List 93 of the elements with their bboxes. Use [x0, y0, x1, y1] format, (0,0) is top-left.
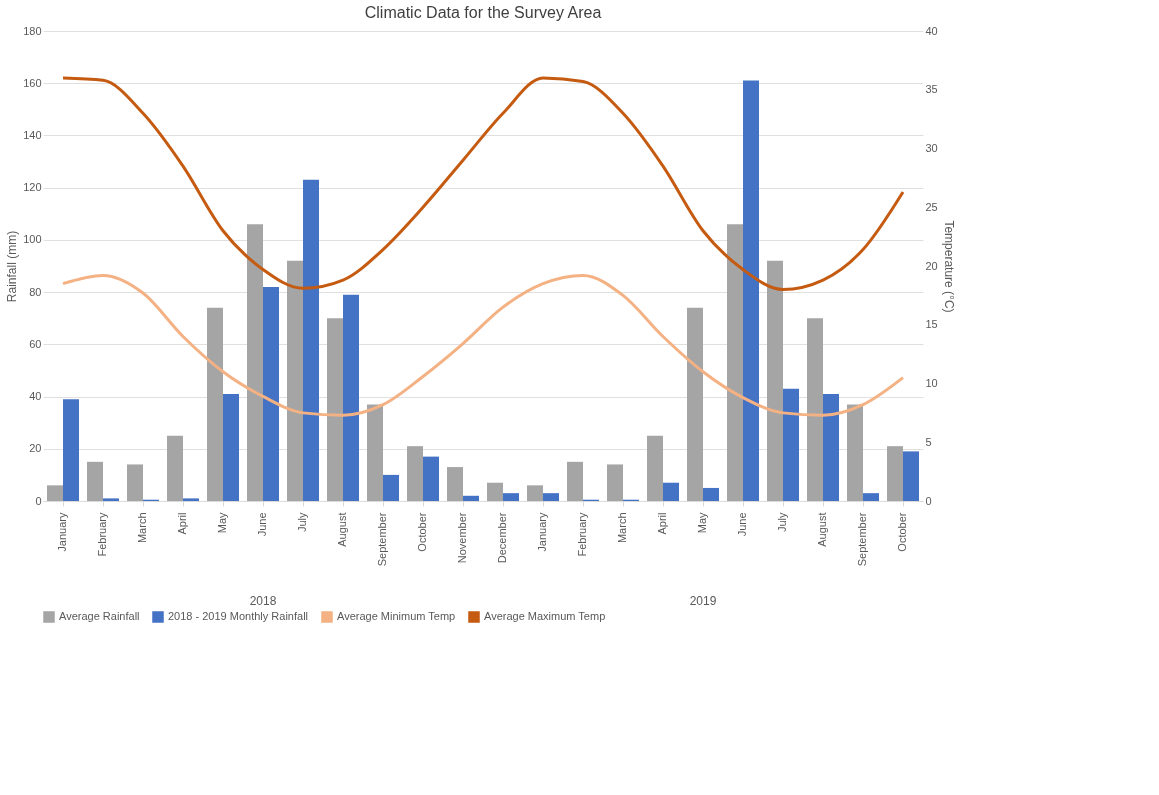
- bar: [767, 260, 783, 501]
- bar: [647, 435, 663, 501]
- y-tick-label: 140: [23, 128, 42, 141]
- x-tick-label: August: [336, 512, 348, 547]
- x-tick-label: August: [816, 512, 828, 547]
- y-tick-label: 0: [35, 494, 42, 507]
- x-tick-label: March: [136, 512, 148, 544]
- y2-tick-label: 25: [925, 200, 938, 213]
- bar: [87, 461, 103, 501]
- bar: [607, 464, 623, 501]
- x-tick-label: February: [576, 512, 588, 557]
- text: 2018: [249, 594, 277, 608]
- x-tick-label: October: [416, 512, 428, 552]
- x-tick-label: July: [776, 512, 788, 533]
- y-axis-title: Rainfall (mm): [5, 230, 20, 303]
- y2-tick-label: 0: [925, 494, 932, 507]
- x-tick-label: February: [96, 512, 108, 557]
- y-tick-label: 180: [23, 24, 42, 37]
- y2-tick-label: 15: [925, 318, 938, 331]
- y2-tick-label: 10: [925, 377, 938, 389]
- y2-tick-label: 20: [925, 259, 938, 272]
- x-tick-label: April: [656, 512, 668, 535]
- y2-tick-label: 35: [925, 83, 938, 96]
- y2-tick-label: 30: [925, 142, 938, 154]
- bar: [463, 495, 479, 501]
- bar: [903, 451, 919, 501]
- bar: [47, 485, 63, 501]
- bar: [807, 318, 823, 501]
- y-tick-label: 80: [29, 285, 42, 298]
- chart-title: Climatic Data for the Survey Area: [364, 4, 602, 21]
- bar: [247, 224, 263, 501]
- bar: [567, 461, 583, 501]
- y2-tick-label: 40: [925, 24, 938, 37]
- bar: [343, 294, 359, 501]
- bar: [823, 393, 839, 501]
- bar: [783, 388, 799, 501]
- bar: [447, 467, 463, 501]
- bar: [687, 307, 703, 501]
- x-tick-label: May: [696, 512, 708, 534]
- bar: [167, 435, 183, 501]
- x-tick-label: June: [256, 512, 268, 537]
- bar: [727, 224, 743, 501]
- bar: [863, 493, 879, 501]
- bar: [103, 498, 119, 501]
- bar: [207, 307, 223, 501]
- x-tick-label: January: [536, 512, 548, 552]
- y-tick-label: 120: [23, 181, 42, 194]
- y-tick-label: 20: [29, 442, 42, 455]
- y-tick-label: 100: [23, 233, 42, 246]
- x-tick-label: July: [296, 512, 308, 533]
- x-tick-label: October: [896, 512, 908, 552]
- x-tick-label: January: [56, 512, 68, 552]
- bar: [527, 485, 543, 501]
- bar: [327, 318, 343, 501]
- y-tick-label: 40: [29, 390, 42, 403]
- bar: [887, 446, 903, 501]
- line-series: [61, 76, 905, 291]
- bar: [287, 260, 303, 501]
- bar: [407, 446, 423, 501]
- x-tick-label: June: [736, 512, 748, 537]
- x-tick-label: November: [456, 512, 468, 564]
- bar: [703, 487, 719, 501]
- bar: [663, 482, 679, 501]
- x-tick-label: April: [176, 512, 188, 535]
- y-tick-label: 160: [23, 76, 42, 89]
- x-tick-label: September: [376, 512, 388, 567]
- bar: [743, 80, 759, 501]
- bar: [503, 493, 519, 501]
- legend-label: 2018 - 2019 Monthly Rainfall: [168, 610, 309, 622]
- bar: [127, 464, 143, 501]
- x-tick-label: December: [496, 512, 508, 564]
- bar: [487, 482, 503, 501]
- y-tick-label: 60: [29, 337, 42, 350]
- y2-axis-title: Temperature (°C): [941, 220, 956, 313]
- bar: [847, 404, 863, 501]
- bar: [367, 404, 383, 501]
- y2-tick-label: 5: [925, 435, 932, 448]
- bar: [223, 393, 239, 501]
- legend-label: Average Minimum Temp: [337, 610, 456, 622]
- x-tick-label: September: [856, 512, 868, 567]
- bar: [423, 456, 439, 501]
- bar: [63, 399, 79, 501]
- line-series: [61, 273, 905, 417]
- text: 2019: [689, 594, 717, 608]
- bar: [263, 286, 279, 501]
- legend-label: Average Rainfall: [59, 610, 140, 622]
- bar: [303, 179, 319, 501]
- bar: [183, 498, 199, 501]
- x-tick-label: May: [216, 512, 228, 534]
- x-tick-label: March: [616, 512, 628, 544]
- bar: [543, 493, 559, 501]
- legend-label: Average Maximum Temp: [484, 610, 606, 622]
- bar: [383, 474, 399, 501]
